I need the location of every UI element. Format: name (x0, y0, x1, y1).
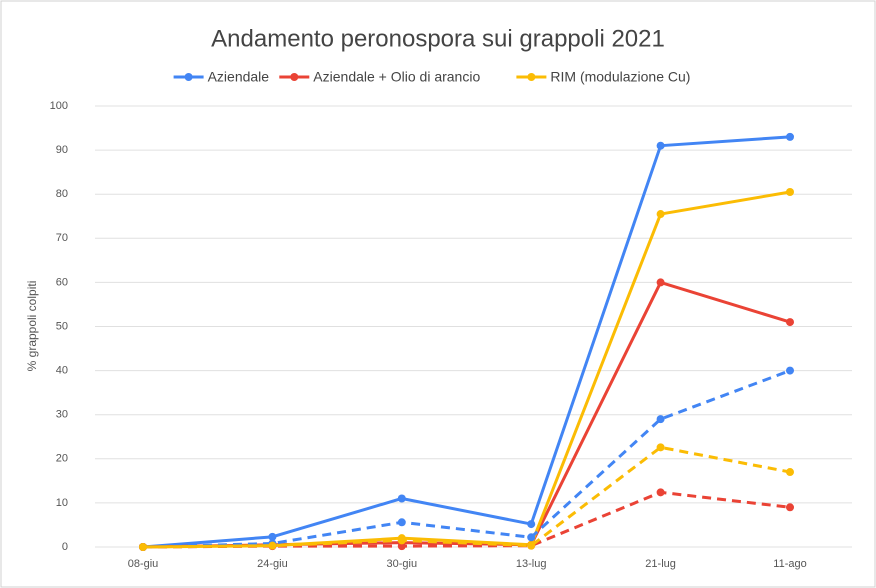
data-point (656, 210, 665, 219)
data-point (527, 520, 536, 529)
y-tick-label: 90 (56, 144, 68, 156)
data-point (786, 366, 794, 375)
x-tick-label: 30-giu (387, 558, 418, 570)
y-axis-label: % grappoli colpiti (25, 281, 39, 372)
y-tick-label: 10 (56, 497, 68, 509)
data-point (786, 318, 794, 327)
data-point (397, 536, 406, 545)
legend-label: Aziendale + Olio di arancio (313, 69, 480, 85)
legend-marker (290, 73, 299, 81)
data-point (139, 543, 147, 551)
y-tick-label: 70 (56, 232, 68, 244)
data-point (786, 132, 794, 141)
x-tick-label: 13-lug (516, 558, 547, 570)
data-point (397, 518, 406, 527)
data-point (786, 187, 794, 196)
x-tick-label: 08-giu (128, 558, 159, 570)
data-point (268, 532, 277, 541)
dashed-series-line (142, 369, 791, 549)
legend-label: Aziendale (208, 69, 270, 85)
data-point (656, 278, 665, 287)
x-tick-label: 11-ago (773, 558, 806, 570)
dashed-series-line (142, 445, 791, 549)
data-point (786, 503, 794, 512)
y-tick-label: 40 (56, 365, 68, 377)
data-point (656, 415, 665, 424)
y-tick-label: 80 (56, 188, 68, 200)
data-point (397, 542, 406, 551)
y-tick-label: 20 (56, 453, 68, 465)
y-tick-label: 30 (56, 409, 68, 421)
legend-marker (527, 73, 536, 81)
y-tick-label: 100 (50, 100, 68, 112)
data-point (786, 468, 794, 477)
data-point (527, 533, 536, 542)
y-tick-label: 60 (56, 276, 68, 288)
legend-marker (184, 73, 193, 81)
x-tick-label: 21-lug (645, 558, 676, 570)
y-tick-label: 0 (62, 541, 68, 553)
data-point (656, 141, 665, 150)
y-tick-label: 50 (56, 320, 68, 332)
data-point (397, 494, 406, 503)
series-line (142, 135, 791, 549)
legend-label: RIM (modulazione Cu) (550, 69, 690, 85)
data-point (656, 443, 665, 452)
x-tick-label: 24-giu (257, 558, 288, 570)
data-point (527, 541, 536, 550)
chart-title: Andamento peronospora sui grappoli 2021 (211, 25, 665, 52)
data-point (268, 541, 277, 550)
data-point (656, 488, 665, 497)
